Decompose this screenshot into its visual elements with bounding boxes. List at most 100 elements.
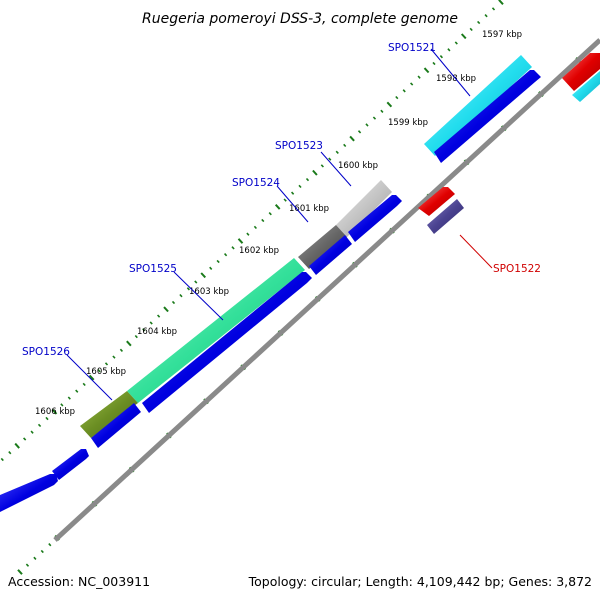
outer-track-tick xyxy=(82,382,86,387)
outer-track-tick xyxy=(349,135,355,142)
gene-arrow-spo1525[interactable] xyxy=(142,272,312,413)
outer-track-tick xyxy=(274,204,281,210)
outer-track-tick xyxy=(8,451,12,455)
outer-track-tick xyxy=(261,218,265,223)
outer-track-tick xyxy=(171,300,176,305)
gene-arrow-spo1521[interactable] xyxy=(434,70,541,163)
cog-block-spo1523[interactable] xyxy=(336,180,392,237)
leader-line-spo1525 xyxy=(173,271,224,321)
outer-track-tick xyxy=(386,101,393,108)
outer-track-tick xyxy=(477,20,481,25)
gene-label-spo1524[interactable]: SPO1524 xyxy=(232,177,280,189)
outer-track-tick xyxy=(343,143,347,148)
outer-track-tick xyxy=(126,340,132,347)
tick-label-1603: 1603 kbp xyxy=(189,287,229,297)
outer-track-tick xyxy=(491,7,496,11)
outer-track-tick xyxy=(498,0,504,5)
outer-track-tick xyxy=(357,130,362,134)
outer-track-tick xyxy=(305,177,310,182)
outer-track-tick xyxy=(97,369,101,373)
leader-line-spo1524 xyxy=(276,185,309,223)
outer-track-tick xyxy=(439,55,443,59)
gene-label-spo1523[interactable]: SPO1523 xyxy=(275,140,323,152)
outer-track-tick xyxy=(14,442,20,449)
tick-label-1599: 1599 kbp xyxy=(388,118,428,128)
outer-track-tick xyxy=(75,389,79,393)
gene-label-spo1521[interactable]: SPO1521 xyxy=(388,42,436,54)
outer-track-tick xyxy=(484,14,488,18)
outer-track-tick xyxy=(88,374,95,381)
forward-strand-genes xyxy=(0,70,541,512)
genome-summary-text: Topology: circular; Length: 4,109,442 bp… xyxy=(248,574,592,589)
outer-track-tick xyxy=(469,27,473,32)
cog-block-spo1524[interactable] xyxy=(298,225,347,269)
inner-track-tick xyxy=(17,569,23,575)
outer-track-tick xyxy=(460,33,467,40)
gene-arrow-spo1520[interactable] xyxy=(562,53,600,91)
outer-track-tick xyxy=(51,408,58,415)
leader-line-spo1522 xyxy=(459,234,493,269)
gene-arrow-spo1527[interactable] xyxy=(52,449,89,480)
outer-track-tick xyxy=(119,348,123,352)
outer-track-tick xyxy=(372,116,377,120)
leader-line-spo1523 xyxy=(320,151,352,187)
outer-track-tick xyxy=(30,430,34,434)
gene-arrow-spo1524[interactable] xyxy=(309,235,352,275)
tick-label-1602: 1602 kbp xyxy=(239,246,279,256)
genome-backbone xyxy=(53,38,600,542)
outer-track-tick xyxy=(209,266,213,270)
gene-arrow-spo1528[interactable] xyxy=(0,474,58,512)
cog-block-spo1521[interactable] xyxy=(424,55,532,156)
inner-track-tick xyxy=(33,556,37,560)
outer-track-tick xyxy=(163,306,169,313)
outer-track-tick xyxy=(312,169,318,176)
outer-track-tick xyxy=(410,82,414,86)
gene-arrow-spo1522[interactable] xyxy=(427,199,464,234)
outer-track-tick xyxy=(283,198,287,202)
outer-track-tick xyxy=(112,355,116,359)
outer-track-tick xyxy=(60,403,64,407)
gene-label-spo1525[interactable]: SPO1525 xyxy=(129,263,177,275)
outer-track-tick xyxy=(200,272,207,279)
tick-label-1601: 1601 kbp xyxy=(289,204,329,214)
tick-label-1597: 1597 kbp xyxy=(482,30,522,40)
leader-line-spo1521 xyxy=(430,48,471,97)
cog-block-spo1522[interactable] xyxy=(418,187,455,216)
tick-label-1605: 1605 kbp xyxy=(86,367,126,377)
cog-block-spo1526[interactable] xyxy=(80,391,138,438)
gene-label-spo1522[interactable]: SPO1522 xyxy=(493,263,541,275)
cog-block-spo1521-next[interactable] xyxy=(572,71,600,102)
outer-track-tick xyxy=(395,95,399,100)
outer-track-tick xyxy=(423,67,430,74)
outer-track-tick xyxy=(335,150,339,154)
outer-track-tick xyxy=(365,123,369,127)
outer-track-tick xyxy=(142,328,146,332)
outer-track-tick xyxy=(402,89,406,93)
outer-track-tick xyxy=(216,259,220,264)
gene-arrow-spo1526[interactable] xyxy=(91,403,141,448)
gene-arrow-spo1523[interactable] xyxy=(348,195,402,242)
outer-track-tick xyxy=(0,457,4,462)
outer-track-tick xyxy=(104,362,109,366)
tick-label-1606: 1606 kbp xyxy=(35,407,75,417)
cog-block-spo1525[interactable] xyxy=(127,258,305,403)
outer-track-tick xyxy=(237,238,244,244)
outer-track-tick xyxy=(417,75,421,79)
outer-track-tick xyxy=(320,164,324,168)
outer-track-tick xyxy=(231,246,235,250)
reverse-strand-genes xyxy=(418,53,600,234)
outer-track-tick xyxy=(298,184,302,189)
map-title: Ruegeria pomeroyi DSS-3, complete genome xyxy=(142,11,458,27)
outer-track-tick xyxy=(157,314,161,318)
outer-track-tick xyxy=(253,225,257,230)
outer-track-tick xyxy=(45,416,49,421)
outer-track-tick xyxy=(246,232,250,236)
accession-text: Accession: NC_003911 xyxy=(8,574,150,589)
outer-track-tick xyxy=(23,437,27,441)
gene-label-spo1526[interactable]: SPO1526 xyxy=(22,346,70,358)
outer-track-tick xyxy=(268,212,272,216)
outer-track-tick xyxy=(454,41,458,45)
outer-track-tick xyxy=(432,61,436,66)
inner-track-tick xyxy=(25,563,30,567)
